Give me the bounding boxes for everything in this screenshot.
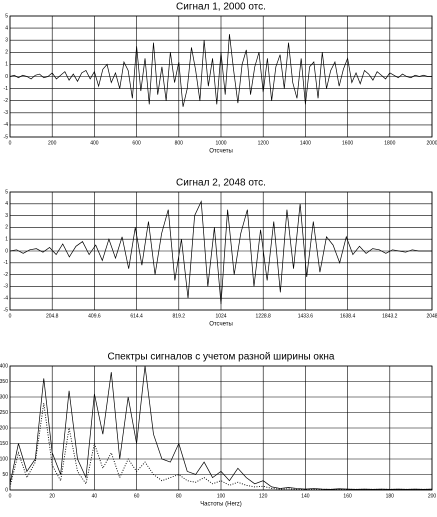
y-tick-label: 2 — [5, 225, 8, 231]
y-tick-label: 5 — [5, 189, 8, 195]
y-tick-label: 5 — [5, 13, 8, 19]
y-tick-label: 1 — [5, 62, 8, 68]
x-tick-label: 1228.8 — [256, 313, 272, 319]
x-tick-label: 140 — [301, 493, 310, 499]
x-tick-label: 120 — [259, 493, 268, 499]
y-tick-label: -3 — [4, 110, 9, 116]
y-tick-label: 350 — [0, 379, 8, 385]
x-tick-label: 180 — [386, 493, 395, 499]
chart-title: Сигнал 2, 2048 отс. — [176, 178, 266, 189]
y-tick-label: 250 — [0, 410, 8, 416]
y-tick-label: -2 — [4, 98, 9, 104]
x-tick-label: 200 — [48, 140, 57, 146]
x-axis-label: Отсчеты — [209, 322, 233, 328]
x-tick-label: 1843.2 — [382, 313, 398, 319]
x-tick-label: 2000 — [426, 140, 437, 146]
y-tick-label: 0 — [5, 248, 8, 254]
y-tick-label: -1 — [4, 86, 9, 92]
x-tick-label: 1000 — [215, 140, 226, 146]
x-tick-label: 160 — [343, 493, 352, 499]
x-tick-label: 200 — [428, 493, 437, 499]
signal-line — [9, 403, 432, 490]
x-tick-label: 819.2 — [173, 313, 186, 319]
chart-title: Сигнал 1, 2000 отс. — [176, 2, 266, 13]
x-tick-label: 204.8 — [46, 313, 59, 319]
x-tick-label: 1638.4 — [340, 313, 356, 319]
y-tick-label: 1 — [5, 237, 8, 243]
x-tick-label: 1024 — [215, 313, 226, 319]
x-tick-label: 20 — [49, 493, 55, 499]
x-tick-label: 1200 — [258, 140, 269, 146]
x-tick-label: 1433.6 — [298, 313, 314, 319]
y-tick-label: -2 — [4, 272, 9, 278]
x-tick-label: 800 — [175, 140, 184, 146]
y-tick-label: -5 — [4, 134, 9, 140]
x-tick-label: 1600 — [342, 140, 353, 146]
y-tick-label: -4 — [4, 296, 9, 302]
signal-line — [9, 200, 432, 305]
x-tick-label: 614.4 — [130, 313, 143, 319]
x-tick-label: 0 — [9, 140, 12, 146]
y-tick-label: 0 — [5, 74, 8, 80]
y-tick-label: 300 — [0, 394, 8, 400]
y-tick-label: 3 — [5, 213, 8, 219]
x-tick-label: 1800 — [384, 140, 395, 146]
y-tick-label: 4 — [5, 25, 8, 31]
x-axis-label: Частоты (Herz) — [200, 502, 242, 508]
x-tick-label: 0 — [9, 493, 12, 499]
chart-title: Спектры сигналов с учетом разной ширины … — [108, 352, 335, 363]
y-tick-label: 50 — [2, 472, 8, 478]
signal-line — [9, 34, 432, 107]
x-axis-label: Отсчеты — [209, 149, 233, 155]
y-tick-label: 3 — [5, 38, 8, 44]
y-tick-label: 400 — [0, 363, 8, 369]
y-tick-label: 200 — [0, 425, 8, 431]
y-tick-label: -5 — [4, 307, 9, 313]
x-tick-label: 400 — [90, 140, 99, 146]
x-tick-label: 2048 — [426, 313, 437, 319]
y-tick-label: 2 — [5, 50, 8, 56]
x-tick-label: 80 — [176, 493, 182, 499]
x-tick-label: 60 — [134, 493, 140, 499]
x-tick-label: 1400 — [300, 140, 311, 146]
y-tick-label: 0 — [5, 487, 8, 493]
x-tick-label: 0 — [9, 313, 12, 319]
x-tick-label: 600 — [132, 140, 141, 146]
y-tick-label: 100 — [0, 456, 8, 462]
x-tick-label: 409.6 — [88, 313, 101, 319]
y-tick-label: -4 — [4, 122, 9, 128]
y-tick-label: 4 — [5, 201, 8, 207]
y-tick-label: -3 — [4, 284, 9, 290]
y-tick-label: 150 — [0, 441, 8, 447]
x-tick-label: 40 — [92, 493, 98, 499]
y-tick-label: -1 — [4, 260, 9, 266]
x-tick-label: 100 — [217, 493, 226, 499]
